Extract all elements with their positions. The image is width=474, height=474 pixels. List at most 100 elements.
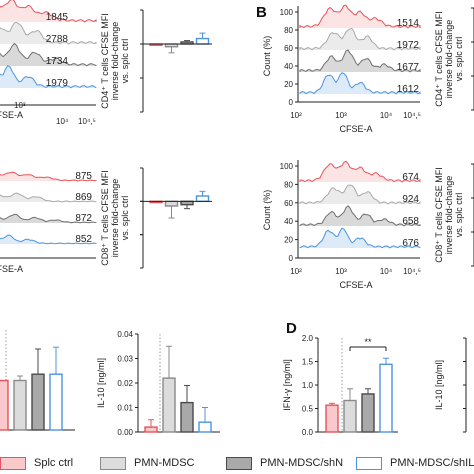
A-bottom-bar-bar xyxy=(195,195,210,203)
A-bottom-hist-histogram-trace xyxy=(0,234,97,245)
C-right-bar-bar xyxy=(162,377,176,433)
C-right-bar-y-tick-label: 0.01 xyxy=(117,404,133,413)
B-top-bar-ylabel: inverse fold-change xyxy=(444,20,454,99)
A-bottom-bar-bar xyxy=(164,200,179,207)
A-top-hist-group: 1845 2788 1734 1979 xyxy=(0,0,97,106)
D-left-bar-ylabel: IFN-γ [ng/ml] xyxy=(282,359,292,411)
A-bottom-hist-histogram-trace xyxy=(0,213,97,224)
C-right-bar-group: 0.00 0.01 0.02 0.03 0.04 IL-10 [ng/ml] xyxy=(96,330,220,437)
D-left-bar-bar xyxy=(343,399,357,433)
A-bottom-bar-ylabel: CD8⁺ T cells CFSE MFI xyxy=(100,170,110,265)
A-top-x-tick-label: 10⁴ xyxy=(56,117,69,126)
B-bottom-ylabel: Count (%) xyxy=(262,190,272,231)
D-left-bar-y-tick-label: 0.5 xyxy=(302,405,314,414)
A-top-hist-mfi-label: 1845 xyxy=(46,12,69,23)
B-bottom-hist-y-tick-label: 60 xyxy=(284,199,293,208)
A-top-bar-ylabel: inverse fold-change xyxy=(110,22,120,101)
B-bottom-bar-ylabel: vs. splc ctrl xyxy=(454,193,464,238)
A-bottom-hist-group: 875 869 872 852 xyxy=(0,171,97,259)
B-bottom-hist-y-tick-label: 100 xyxy=(280,162,294,171)
D-right-bar-group: IL-10 [ng/ml] xyxy=(434,337,467,433)
A-top-hist-histogram-trace xyxy=(0,65,97,89)
A-top-hist-histogram-trace xyxy=(0,21,97,45)
legend-swatch-pmn-mdsc-shn xyxy=(226,456,252,470)
legend-item-splc-ctrl: Splc ctrl xyxy=(0,454,73,472)
A-top-xlabel: CFSE-A xyxy=(0,110,23,120)
legend-label-splc-ctrl: Splc ctrl xyxy=(34,457,74,469)
A-top-bar-ylabel: vs. splc ctrl xyxy=(120,39,130,84)
A-top-x-tick-label: 10³ xyxy=(14,101,26,110)
B-top-bar-group: CD4⁺ T cells CFSE MFI inverse fold-change… xyxy=(434,7,474,111)
C-right-bar-bar xyxy=(144,426,158,433)
C-right-bar-ylabel: IL-10 [ng/ml] xyxy=(96,358,106,408)
B-top-hist-y-tick-label: 80 xyxy=(284,26,293,35)
B-bottom-x-tick-label: 10⁴ xyxy=(380,267,393,276)
C-right-bar-bar xyxy=(180,401,194,433)
B-top-hist-y-tick-label: 0 xyxy=(289,98,294,107)
legend-swatch-pmn-mdsc-shil xyxy=(356,456,382,470)
A-top-bar-ylabel: CD4⁺ T cells CFSE MFI xyxy=(100,13,110,108)
D-left-bar-y-tick-label: 1.5 xyxy=(302,358,314,367)
D-left-bar-y-tick-label: 1.0 xyxy=(302,381,314,390)
A-top-bar-bar xyxy=(195,37,210,45)
B-bottom-hist-y-tick-label: 0 xyxy=(289,254,294,263)
B-bottom-hist-histogram-trace xyxy=(299,160,421,183)
D-left-bar-group: 0.0 0.5 1.0 1.5 2.0 IFN-γ [ng/ml] ** xyxy=(282,334,398,437)
B-bottom-hist-histogram-trace xyxy=(299,205,421,227)
B-top-bar-ylabel: vs. splc ctrl xyxy=(454,37,464,82)
B-bottom-bar-ylabel: CD8⁺ T cells CFSE MFI xyxy=(434,167,444,262)
C-left-bar-bar xyxy=(0,379,9,431)
A-bottom-hist-mfi-label: 852 xyxy=(75,234,92,245)
B-top-hist-histogram-trace xyxy=(299,72,421,95)
A-top-hist-histogram-trace xyxy=(0,42,97,67)
B-top-x-tick-label: 10⁴ xyxy=(380,111,393,120)
A-bottom-bar-ylabel: vs. splc ctrl xyxy=(120,196,130,241)
A-bottom-bar-group: CD8⁺ T cells CFSE MFI inverse fold-change… xyxy=(100,167,210,269)
C-left-bar-group xyxy=(0,330,75,431)
B-top-hist-mfi-label: 1612 xyxy=(397,84,420,95)
B-top-xlabel: CFSE-A xyxy=(339,124,372,134)
A-bottom-hist-histogram-trace xyxy=(0,171,97,182)
C-right-bar-y-tick-label: 0.02 xyxy=(117,379,133,388)
A-bottom-hist-mfi-label: 875 xyxy=(75,171,92,182)
legend-item-pmn-mdsc: PMN-MDSC xyxy=(100,454,195,472)
D-right-bar-ylabel: IL-10 [ng/ml] xyxy=(434,360,444,410)
C-right-bar-bar xyxy=(198,421,212,433)
A-bottom-hist-mfi-label: 872 xyxy=(75,213,92,224)
B-top-hist-y-tick-label: 100 xyxy=(280,8,294,17)
C-left-bar-bar xyxy=(13,379,27,431)
B-bottom-bar-ylabel: inverse fold-change xyxy=(444,176,454,255)
B-top-hist-group: 1514 1972 1677 1612 0 20 40 60 80 100 xyxy=(280,4,421,107)
D-left-bar-y-tick-label: 0.0 xyxy=(302,428,314,437)
legend-label-pmn-mdsc-shil: PMN-MDSC/shIL- xyxy=(390,457,474,469)
D-left-bar-y-tick-label: 2.0 xyxy=(302,334,314,343)
legend-swatch-pmn-mdsc xyxy=(100,456,126,470)
panel-letter-b: B xyxy=(256,4,267,21)
B-top-hist-y-tick-label: 40 xyxy=(284,62,293,71)
B-top-hist-histogram-trace xyxy=(299,4,421,29)
C-left-bar-bar xyxy=(49,373,63,431)
legend: Splc ctrl PMN-MDSC PMN-MDSC/shN PMN-MDSC… xyxy=(0,452,474,474)
A-top-bar-group: CD4⁺ T cells CFSE MFI inverse fold-change… xyxy=(100,9,210,113)
B-bottom-hist-mfi-label: 924 xyxy=(402,194,419,205)
A-top-hist-mfi-label: 1979 xyxy=(46,78,69,89)
B-top-hist-mfi-label: 1972 xyxy=(397,40,420,51)
D-left-bar-bar xyxy=(379,363,393,433)
B-top-x-tick-label: 10⁴,⁵ xyxy=(403,111,421,120)
C-left-bar-bar xyxy=(31,373,45,431)
A-bottom-hist-histogram-trace xyxy=(0,192,97,203)
legend-item-pmn-mdsc-shil: PMN-MDSC/shIL- xyxy=(356,454,474,472)
B-bottom-hist-mfi-label: 658 xyxy=(402,216,419,227)
B-top-x-tick-label: 10² xyxy=(290,111,302,120)
A-bottom-hist-mfi-label: 869 xyxy=(75,192,92,203)
B-bottom-x-tick-label: 10² xyxy=(290,267,302,276)
C-right-bar-y-tick-label: 0.03 xyxy=(117,355,133,364)
B-top-hist-y-tick-label: 20 xyxy=(284,80,293,89)
B-top-hist-histogram-trace xyxy=(299,27,421,51)
B-bottom-hist-mfi-label: 676 xyxy=(402,238,419,249)
B-top-hist-histogram-trace xyxy=(299,49,421,73)
B-top-ylabel: Count (%) xyxy=(262,36,272,77)
B-bottom-hist-histogram-trace xyxy=(299,184,421,205)
B-bottom-hist-y-tick-label: 80 xyxy=(284,180,293,189)
